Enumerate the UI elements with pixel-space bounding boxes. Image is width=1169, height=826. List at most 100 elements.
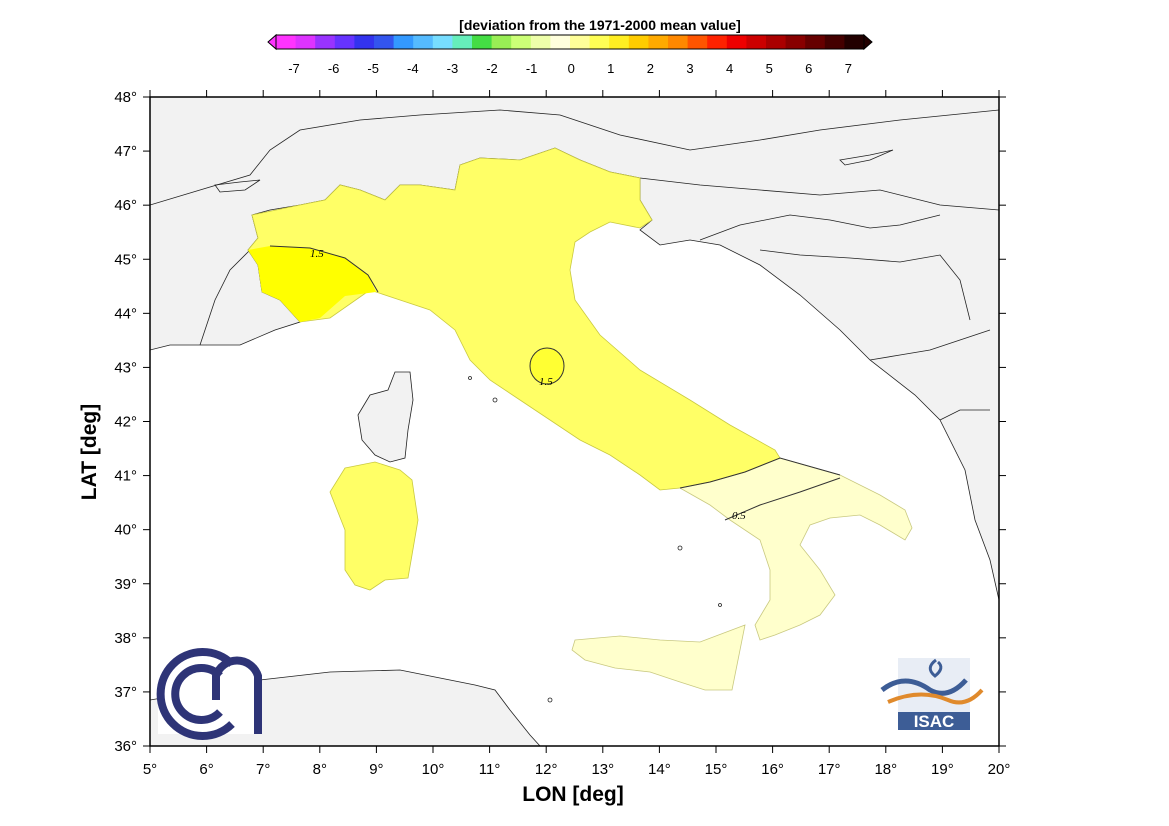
- italy-max-area-central: [530, 348, 564, 384]
- y-tick-label: 37°: [114, 684, 137, 701]
- contour-lines: [269, 245, 841, 521]
- colorbar-cell: [844, 35, 865, 49]
- colorbar-tick-label: 7: [845, 61, 852, 76]
- colorbar-cell: [472, 35, 493, 49]
- colorbar-cell: [785, 35, 806, 49]
- colorbar-cell: [374, 35, 395, 49]
- y-axis-title: LAT [deg]: [78, 404, 101, 500]
- colorbar-tick-label: -5: [367, 61, 379, 76]
- x-tick-label: 16°: [761, 761, 784, 778]
- x-tick-label: 9°: [369, 761, 383, 778]
- y-tick-label: 40°: [114, 522, 137, 539]
- colorbar-cell: [550, 35, 571, 49]
- colorbar-tick-label: -4: [407, 61, 419, 76]
- colorbar-tick-label: 4: [726, 61, 733, 76]
- isac-logo-text: ISAC: [914, 712, 955, 731]
- y-tick-label: 45°: [114, 251, 137, 268]
- colorbar-cell: [746, 35, 767, 49]
- x-tick-label: 17°: [818, 761, 841, 778]
- y-tick-label: 36°: [114, 738, 137, 755]
- x-tick-label: 5°: [143, 761, 157, 778]
- contour-label-south: 0.5: [732, 510, 746, 522]
- colorbar-cell: [413, 35, 434, 49]
- corsica: [357, 371, 414, 463]
- x-tick-label: 20°: [988, 761, 1011, 778]
- sardinia: [329, 461, 419, 591]
- colorbar-under-arrow: [267, 33, 277, 51]
- x-axis: 5° 6° 7° 8° 9° 10° 11° 12° 13° 14° 15° 16° 17° 18° 19°…: [143, 90, 1011, 778]
- colorbar-cell: [628, 35, 649, 49]
- x-tick-label: 19°: [931, 761, 954, 778]
- x-axis-title: LON [deg]: [522, 783, 623, 806]
- colorbar-frame: [275, 34, 865, 50]
- y-tick-label: 46°: [114, 197, 137, 214]
- colorbar-cell: [530, 35, 551, 49]
- y-tick-label: 42°: [114, 414, 137, 431]
- colorbar-cell: [452, 35, 473, 49]
- italy-north-centre: [247, 147, 781, 491]
- y-tick-label: 41°: [114, 468, 137, 485]
- colorbar-cell: [687, 35, 708, 49]
- y-tick-label: 48°: [114, 89, 137, 106]
- x-tick-label: 6°: [199, 761, 213, 778]
- colorbar-tick-label: -3: [447, 61, 459, 76]
- italy-max-area: [248, 246, 376, 322]
- colorbar-cell: [295, 35, 316, 49]
- x-tick-label: 8°: [313, 761, 327, 778]
- colorbar-cell: [668, 35, 689, 49]
- colorbar-tick-label: -7: [288, 61, 300, 76]
- colorbar-cell: [354, 35, 375, 49]
- y-tick-label: 39°: [114, 576, 137, 593]
- y-axis: 36° 37° 38° 39° 40° 41° 42° 43° 44° 45° 46° 47° 48°: [114, 89, 1006, 755]
- colorbar-cell: [276, 35, 297, 49]
- colorbar-cell: [570, 35, 591, 49]
- x-tick-label: 11°: [479, 761, 501, 778]
- contour-label-nw: 1.5: [310, 248, 324, 260]
- colorbar-cell: [648, 35, 669, 49]
- contour-label-central: 1.5: [539, 376, 553, 388]
- y-tick-label: 43°: [114, 359, 137, 376]
- small-islands: [214, 149, 894, 703]
- x-tick-label: 15°: [705, 761, 728, 778]
- colorbar-cell: [511, 35, 532, 49]
- x-tick-label: 13°: [591, 761, 614, 778]
- y-tick-label: 38°: [114, 630, 137, 647]
- colorbar-cell: [707, 35, 728, 49]
- country-borders: [150, 109, 999, 421]
- colorbar-title: [deviation from the 1971-2000 mean value…: [459, 17, 741, 33]
- colorbar-tick-label: 0: [568, 61, 575, 76]
- colorbar-cell: [824, 35, 845, 49]
- sicily: [571, 624, 746, 691]
- colorbar-ticks: -7 -6 -5 -4 -3 -2 -1 0 1 2 3 4 5 6 7: [288, 61, 852, 76]
- colorbar-tick-label: -2: [486, 61, 498, 76]
- colorbar-tick-label: -1: [526, 61, 538, 76]
- colorbar-cell: [491, 35, 512, 49]
- colorbar-tick-label: 6: [805, 61, 812, 76]
- colorbar-cell: [805, 35, 826, 49]
- colorbar-over-arrow: [863, 33, 873, 51]
- colorbar-tick-label: -6: [328, 61, 340, 76]
- isac-logo: ISAC: [880, 658, 984, 731]
- colorbar: [deviation from the 1971-2000 mean value…: [267, 17, 873, 76]
- x-tick-label: 14°: [648, 761, 671, 778]
- colorbar-cell: [726, 35, 747, 49]
- colorbar-cell: [334, 35, 355, 49]
- x-tick-label: 18°: [874, 761, 897, 778]
- colorbar-cells: [276, 35, 865, 49]
- x-tick-label: 10°: [422, 761, 445, 778]
- y-tick-label: 44°: [114, 305, 137, 322]
- x-tick-label: 12°: [535, 761, 558, 778]
- colorbar-tick-label: 5: [766, 61, 773, 76]
- colorbar-cell: [432, 35, 453, 49]
- italy-south: [678, 457, 913, 641]
- colorbar-tick-label: 1: [607, 61, 614, 76]
- colorbar-cell: [589, 35, 610, 49]
- colorbar-cell: [766, 35, 787, 49]
- colorbar-cell: [315, 35, 336, 49]
- colorbar-cell: [393, 35, 414, 49]
- cnr-logo: [156, 648, 262, 740]
- colorbar-tick-label: 3: [686, 61, 693, 76]
- colorbar-cell: [609, 35, 630, 49]
- colorbar-tick-label: 2: [647, 61, 654, 76]
